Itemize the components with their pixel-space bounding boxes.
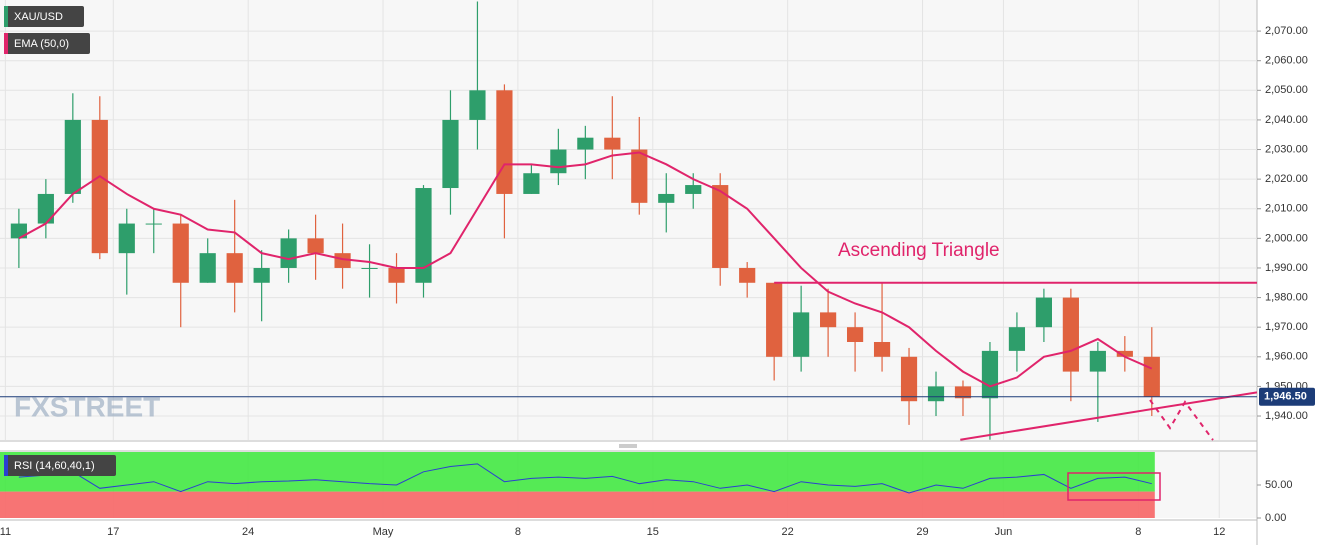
candle-body [469,90,486,120]
legend-badge [4,6,84,27]
candle-body [927,386,945,402]
x-tick-label: 12 [1213,526,1225,538]
y-tick-label: 2,000.00 [1265,232,1308,244]
candle-body [442,119,459,189]
candle-body [10,223,27,239]
candle-body [1062,297,1079,372]
candle-body [91,119,108,254]
x-tick-label: Jun [995,526,1013,538]
support-line [960,391,1258,441]
candle-body [1143,356,1160,397]
candle-body [199,253,216,283]
candle-body [415,188,432,283]
candle-body [37,193,54,224]
rsi-line [18,463,1152,494]
candle-body [577,137,594,150]
rsi-lower-zone [0,491,1155,518]
candle-body [846,327,864,342]
candle-body [658,193,675,203]
legend-badge [4,455,116,476]
candle-body [334,253,351,268]
candle-body [280,238,297,268]
x-tick-label: 22 [782,526,794,538]
candle-body [253,267,270,283]
candle-body [226,253,243,283]
y-tick-label: 1,940.00 [1265,410,1308,422]
x-tick-label: 8 [1135,526,1141,538]
y-tick-label: 1,980.00 [1265,291,1308,303]
y-tick-label: 2,020.00 [1265,173,1308,185]
rsi-y-tick-label: 50.00 [1265,479,1293,491]
x-tick-label: 17 [107,526,119,538]
candle-body [1035,297,1052,328]
legend: XAU/USD EMA (50,0) RSI (14,60,40,1) [4,6,116,476]
rsi-y-tick-label: 0.00 [1265,512,1286,524]
candle-body [118,223,135,254]
y-tick-label: 2,050.00 [1265,84,1308,96]
price-panel [0,0,1257,440]
y-tick-label: 2,040.00 [1265,114,1308,126]
legend-symbol: XAU/USD [14,11,63,23]
y-tick-label: 2,010.00 [1265,203,1308,215]
splitter[interactable] [619,444,637,448]
last-price-box [1259,387,1315,406]
candle-body [307,238,324,254]
y-tick-label: 2,030.00 [1265,143,1308,155]
annotation: Ascending Triangle [838,240,1000,261]
x-tick-label: 29 [916,526,928,538]
candle-body [900,356,918,402]
candle-body [954,386,972,399]
x-tick-label: 8 [515,526,521,538]
candle-body [685,185,702,194]
candle-body [604,137,621,150]
legend-ema: EMA (50,0) [14,38,69,50]
watermark: FXSTREET [14,391,160,422]
y-tick-label: 1,990.00 [1265,262,1308,274]
candle-body [523,173,540,194]
y-tick-label: 1,960.00 [1265,351,1308,363]
rsi-zones [0,452,1155,518]
x-tick-label: May [373,526,394,538]
candle-body [496,90,513,194]
candle-body [1008,327,1026,351]
candle-body [981,350,999,399]
candle-body [1116,350,1133,357]
y-tick-label: 1,970.00 [1265,321,1308,333]
candle-body [766,282,783,357]
legend-swatch [4,6,8,27]
last-price-label: 1,946.50 [1264,391,1307,403]
legend-swatch [4,455,8,476]
candle-body [550,149,567,174]
candle-body [820,312,837,328]
y-tick-label: 2,060.00 [1265,55,1308,67]
candle-body [631,149,648,203]
y-tick-label: 2,070.00 [1265,25,1308,37]
candle-body [145,223,162,225]
candle-body [873,341,891,357]
rsi-upper-zone [0,452,1155,492]
candle-body [361,267,378,269]
candle-body [172,223,189,283]
x-tick-label: 11 [0,526,11,538]
x-tick-label: 24 [242,526,254,538]
legend-rsi: RSI (14,60,40,1) [14,460,95,472]
axes: 11 17 24 May 8 15 22 29 Jun 8 121,940.001,950.001,… [0,25,1315,538]
candle-body [793,312,810,357]
candle-body [64,119,81,194]
candle-body [739,267,756,283]
rsi-box [1067,472,1161,501]
legend-badge [4,33,90,54]
legend-swatch [4,33,8,54]
ema-line [18,151,1153,388]
marks [0,1,1258,494]
candle-body [712,185,729,268]
candle-body [1089,350,1106,372]
candle-body [388,267,405,283]
x-tick-label: 15 [647,526,659,538]
